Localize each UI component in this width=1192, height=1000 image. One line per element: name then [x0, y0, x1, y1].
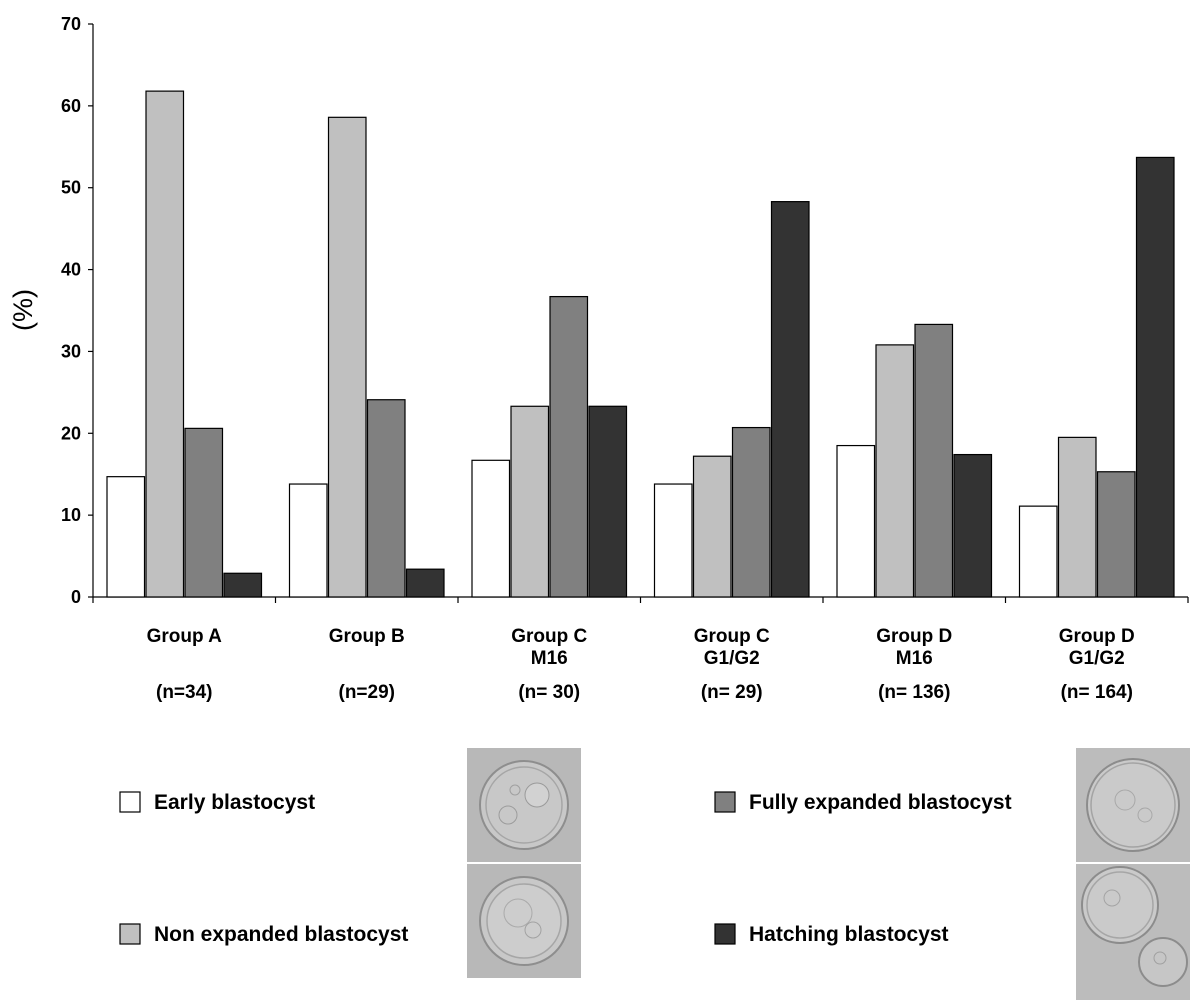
legend: Early blastocyst Non expanded blastocyst F…: [119, 791, 1012, 946]
category-label: Group B: [329, 626, 405, 647]
category-label: Group C: [511, 626, 587, 647]
axes: [88, 23, 1189, 603]
category-label: M16: [531, 648, 568, 669]
legend-label: Early blastocyst: [154, 791, 315, 814]
bar-early-blastocyst: [1018, 505, 1058, 598]
category-label: M16: [896, 648, 933, 669]
bar-hatching-blastocyst: [405, 568, 445, 598]
legend-swatch: [119, 791, 141, 813]
bar-hatching-blastocyst: [953, 453, 993, 598]
legend-swatch: [714, 791, 736, 813]
y-tick-label: 60: [61, 96, 81, 116]
y-tick-label: 70: [61, 14, 81, 34]
bar-non-expanded-blastocyst: [510, 405, 550, 598]
category-n-label: (n= 136): [878, 682, 950, 703]
legend-label: Non expanded blastocyst: [154, 923, 408, 946]
legend-swatch: [119, 923, 141, 945]
bar-fully-expanded-blastocyst: [731, 426, 771, 598]
bar-hatching-blastocyst: [770, 201, 810, 598]
bar-hatching-blastocyst: [588, 405, 628, 598]
legend-label: Hatching blastocyst: [749, 923, 949, 946]
y-tick-label: 40: [61, 260, 81, 280]
bar-fully-expanded-blastocyst: [914, 323, 954, 598]
y-tick-label: 0: [71, 587, 81, 607]
non-expanded-blastocyst-micrograph: [467, 864, 581, 978]
legend-swatch: [714, 923, 736, 945]
bar-fully-expanded-blastocyst: [1096, 471, 1136, 598]
y-tick-label: 10: [61, 505, 81, 525]
category-label: G1/G2: [704, 648, 760, 669]
category-label: Group C: [694, 626, 770, 647]
category-label: G1/G2: [1069, 648, 1125, 669]
bar-non-expanded-blastocyst: [327, 116, 367, 598]
hatching-blastocyst-micrograph: [1076, 864, 1190, 1000]
y-tick-label: 30: [61, 341, 81, 361]
bar-early-blastocyst: [288, 483, 328, 598]
category-n-label: (n= 30): [518, 682, 580, 703]
category-n-label: (n= 29): [701, 682, 763, 703]
category-n-label: (n=34): [156, 682, 213, 703]
bar-early-blastocyst: [836, 444, 876, 598]
bar-early-blastocyst: [653, 483, 693, 598]
bar-non-expanded-blastocyst: [145, 90, 185, 598]
bar-hatching-blastocyst: [1135, 156, 1175, 598]
bars: [106, 90, 1175, 598]
early-blastocyst-micrograph: [467, 748, 581, 862]
labels: 0 10 20 30 40 50 60 70 Group A (n=34) Group B (n=29…: [61, 14, 1135, 703]
bar-early-blastocyst: [471, 459, 511, 598]
y-tick-label: 20: [61, 423, 81, 443]
category-n-label: (n= 164): [1061, 682, 1133, 703]
bar-non-expanded-blastocyst: [875, 344, 915, 598]
category-label: Group A: [147, 626, 223, 647]
bar-fully-expanded-blastocyst: [366, 399, 406, 598]
category-n-label: (n=29): [339, 682, 396, 703]
legend-label: Fully expanded blastocyst: [749, 791, 1012, 814]
y-tick-label: 50: [61, 178, 81, 198]
bar-hatching-blastocyst: [223, 572, 263, 598]
bar-non-expanded-blastocyst: [1057, 436, 1097, 598]
bar-fully-expanded-blastocyst: [549, 295, 589, 598]
bar-non-expanded-blastocyst: [692, 455, 732, 598]
bar-early-blastocyst: [106, 476, 146, 598]
fully-expanded-blastocyst-micrograph: [1076, 748, 1190, 862]
y-axis-title: (%): [8, 289, 38, 331]
bar-fully-expanded-blastocyst: [184, 427, 224, 598]
category-label: Group D: [1059, 626, 1135, 647]
category-label: Group D: [876, 626, 952, 647]
